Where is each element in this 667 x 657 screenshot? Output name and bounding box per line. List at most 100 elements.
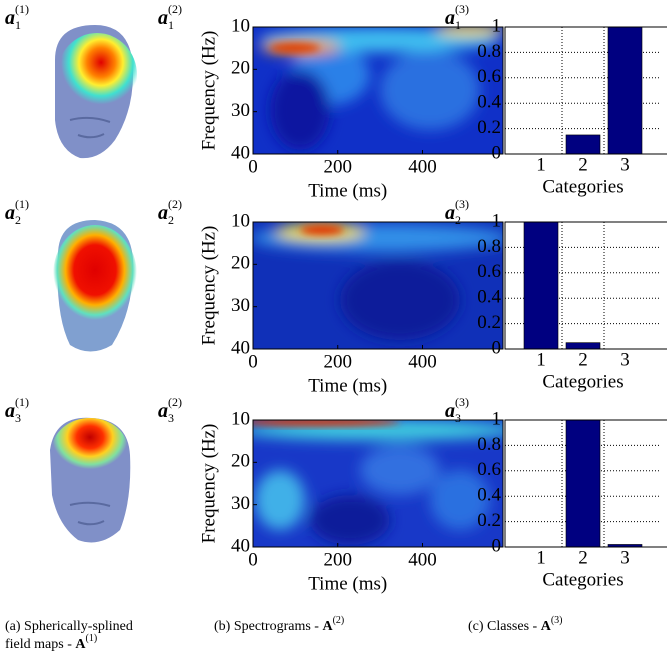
head-map-3 [50, 417, 131, 543]
panel-label: a2 (3) [445, 197, 469, 227]
label-sub: 2 [15, 213, 21, 227]
spectrogram-image-2 [253, 222, 503, 349]
y-tick-label: 0.2 [477, 312, 501, 333]
panel-label: a1 (3) [445, 2, 469, 32]
caption-sup: (3) [551, 615, 563, 626]
y-tick-label: 10 [231, 15, 250, 36]
y-tick-label: 0.6 [477, 459, 501, 480]
y-tick-label: 0 [492, 142, 502, 163]
x-tick-label: 0 [248, 549, 258, 570]
x-tick-label: 1 [536, 547, 546, 568]
x-axis-label: Time (ms) [308, 573, 387, 594]
label-base: a [445, 202, 455, 224]
caption-symbol: A [75, 637, 86, 652]
y-tick-label: 30 [231, 295, 250, 316]
x-tick-label: 200 [323, 351, 352, 372]
x-axis-label: Categories [542, 176, 623, 197]
caption-symbol: A [541, 619, 552, 634]
caption-symbol: A [322, 619, 333, 634]
y-tick-label: 40 [231, 142, 250, 163]
y-tick-label: 30 [231, 100, 250, 121]
y-tick-label: 10 [231, 408, 250, 429]
y-axis-label: Frequency (Hz) [198, 226, 219, 346]
spectrogram-image-1 [253, 27, 503, 154]
label-sub: 3 [168, 411, 174, 425]
x-tick-label: 0 [248, 156, 258, 177]
caption-a: (a) Spherically-splined [5, 619, 133, 634]
label-base: a [445, 7, 455, 29]
label-sup: (3) [455, 2, 469, 16]
x-axis-label: Categories [542, 371, 623, 392]
y-tick-label: 30 [231, 493, 250, 514]
label-base: a [5, 202, 15, 224]
label-sup: (2) [168, 197, 182, 211]
x-axis-label: Time (ms) [308, 375, 387, 396]
label-sup: (2) [168, 395, 182, 409]
x-tick-label: 200 [323, 549, 352, 570]
caption-sup: (2) [333, 615, 345, 626]
panel-label: a3 (2) [158, 395, 182, 425]
caption-text: (b) Spectrograms - [214, 619, 322, 634]
y-tick-label: 20 [231, 58, 250, 79]
x-tick-label: 400 [408, 156, 437, 177]
label-sup: (2) [168, 2, 182, 16]
caption-text: (a) Spherically-splined [5, 619, 133, 634]
panel-label: a3 (3) [445, 395, 469, 425]
y-tick-label: 0.4 [477, 485, 501, 506]
label-sub: 1 [15, 18, 21, 32]
panel-label: a3 (1) [5, 395, 29, 425]
bar [523, 221, 559, 350]
label-sup: (1) [15, 2, 29, 16]
y-tick-label: 0.2 [477, 510, 501, 531]
y-tick-label: 0.8 [477, 434, 501, 455]
y-axis-label: Frequency (Hz) [198, 424, 219, 544]
label-sub: 1 [455, 18, 461, 32]
x-tick-label: 3 [620, 349, 630, 370]
caption-sup: (1) [86, 633, 98, 644]
bar [607, 26, 643, 155]
caption-c: (c) Classes - A(3) [468, 615, 563, 634]
y-axis-label: Frequency (Hz) [198, 31, 219, 151]
y-tick-label: 0 [492, 535, 502, 556]
plot-frame [504, 419, 667, 548]
label-sub: 2 [168, 213, 174, 227]
x-tick-label: 0 [248, 351, 258, 372]
panel-label: a2 (2) [158, 197, 182, 227]
spectrogram-image-3 [253, 420, 503, 547]
y-tick-label: 0.4 [477, 287, 501, 308]
plot-frame [252, 26, 504, 155]
label-sup: (1) [15, 197, 29, 211]
plot-frame [252, 221, 504, 350]
x-tick-label: 2 [578, 547, 588, 568]
y-tick-label: 10 [231, 210, 250, 231]
x-tick-label: 200 [323, 156, 352, 177]
y-tick-label: 20 [231, 451, 250, 472]
bar [565, 342, 601, 350]
y-tick-label: 20 [231, 253, 250, 274]
label-base: a [158, 400, 168, 422]
label-sub: 3 [15, 411, 21, 425]
plot-frame [504, 26, 667, 155]
x-tick-label: 2 [578, 154, 588, 175]
label-sub: 3 [455, 411, 461, 425]
bar [565, 134, 601, 155]
y-tick-label: 1 [492, 15, 502, 36]
y-tick-label: 0.6 [477, 66, 501, 87]
x-tick-label: 3 [620, 154, 630, 175]
label-sup: (3) [455, 395, 469, 409]
label-base: a [158, 202, 168, 224]
label-base: a [445, 400, 455, 422]
x-tick-label: 3 [620, 547, 630, 568]
x-tick-label: 400 [408, 549, 437, 570]
head-map-1 [55, 25, 137, 159]
y-tick-label: 0.8 [477, 236, 501, 257]
y-tick-label: 40 [231, 535, 250, 556]
y-tick-label: 1 [492, 210, 502, 231]
y-tick-label: 0.8 [477, 41, 501, 62]
label-base: a [158, 7, 168, 29]
label-base: a [5, 7, 15, 29]
label-sub: 1 [168, 18, 174, 32]
label-base: a [5, 400, 15, 422]
